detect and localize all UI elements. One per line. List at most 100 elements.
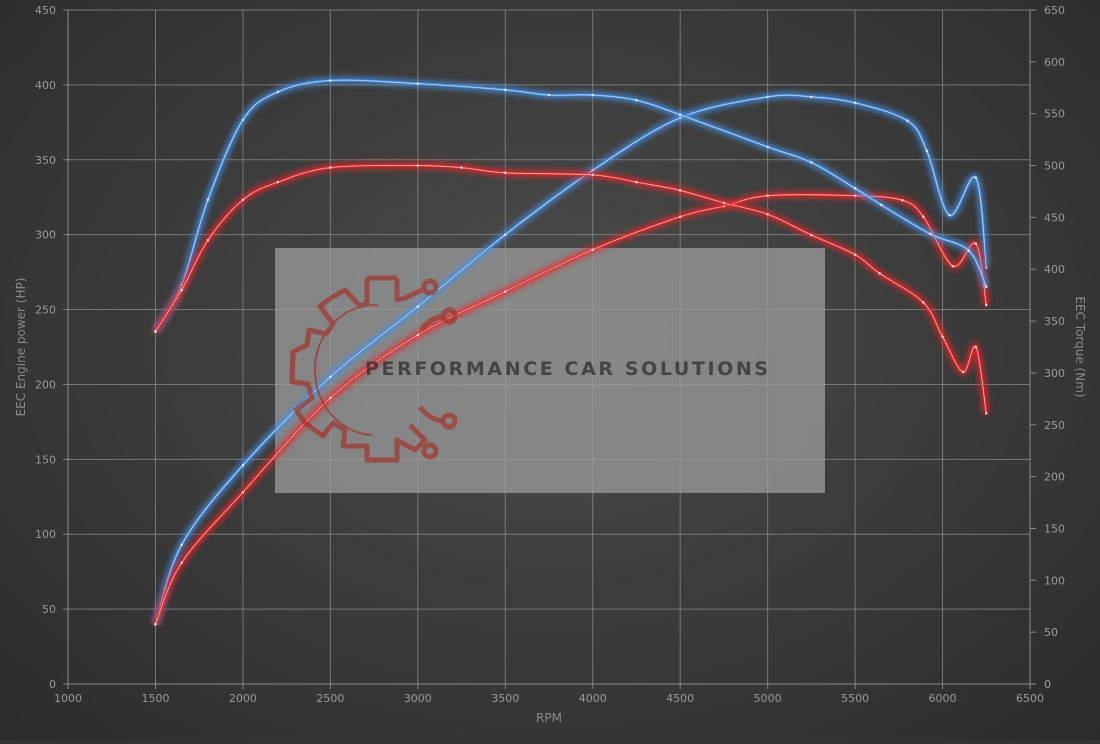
x-tick-label: 3000 bbox=[404, 692, 432, 705]
data-point bbox=[678, 113, 682, 117]
data-point bbox=[853, 194, 857, 198]
data-point bbox=[180, 561, 183, 564]
y-left-tick-label: 400 bbox=[35, 79, 56, 92]
y-left-tick-label: 50 bbox=[42, 603, 56, 616]
data-point bbox=[329, 166, 332, 169]
data-point bbox=[974, 345, 978, 349]
data-point bbox=[678, 189, 682, 192]
series-red-torque bbox=[152, 161, 990, 415]
data-point bbox=[416, 164, 420, 167]
data-point bbox=[416, 305, 420, 308]
series-red-power bbox=[152, 191, 990, 626]
y-right-tick-label: 550 bbox=[1044, 108, 1065, 121]
y-right-tick-label: 300 bbox=[1044, 367, 1065, 380]
y-left-tick-label: 200 bbox=[35, 378, 56, 391]
y-left-tick-label: 250 bbox=[35, 304, 56, 317]
series-layer bbox=[152, 76, 990, 626]
x-tick-label: 2000 bbox=[229, 692, 257, 705]
y-left-tick-label: 100 bbox=[35, 528, 56, 541]
x-axis-label: RPM bbox=[536, 711, 562, 725]
data-point bbox=[180, 288, 183, 292]
x-tick-label: 6500 bbox=[1016, 692, 1044, 705]
data-point bbox=[974, 176, 978, 180]
y-right-tick-label: 400 bbox=[1044, 263, 1065, 276]
y-left-tick-label: 150 bbox=[35, 453, 56, 466]
data-point bbox=[276, 90, 280, 94]
data-point bbox=[925, 149, 929, 153]
data-point bbox=[901, 198, 904, 202]
data-point bbox=[591, 93, 595, 97]
data-point bbox=[154, 622, 157, 626]
data-point bbox=[503, 233, 507, 236]
data-point bbox=[460, 166, 463, 169]
data-point bbox=[722, 201, 726, 205]
y-right-tick-label: 500 bbox=[1044, 160, 1065, 173]
x-tick-label: 4500 bbox=[666, 692, 694, 705]
y-right-tick-label: 100 bbox=[1044, 574, 1065, 587]
data-point bbox=[241, 464, 245, 467]
data-point bbox=[154, 330, 157, 333]
data-point bbox=[984, 303, 988, 307]
data-point bbox=[276, 180, 280, 184]
data-point bbox=[503, 171, 507, 175]
data-point bbox=[922, 215, 925, 218]
data-point bbox=[984, 412, 988, 415]
data-point bbox=[853, 253, 857, 257]
data-point bbox=[878, 272, 881, 275]
data-point bbox=[984, 285, 988, 289]
data-point bbox=[929, 232, 932, 236]
data-point bbox=[416, 82, 420, 85]
x-tick-label: 5500 bbox=[841, 692, 869, 705]
y-left-tick-label: 450 bbox=[35, 4, 56, 17]
x-tick-label: 2500 bbox=[316, 692, 344, 705]
x-tick-label: 3500 bbox=[491, 692, 519, 705]
series-blue-torque bbox=[152, 76, 990, 334]
data-point bbox=[416, 333, 420, 337]
y-right-tick-label: 250 bbox=[1044, 419, 1065, 432]
data-point bbox=[810, 95, 813, 99]
data-point bbox=[591, 168, 595, 172]
data-point bbox=[961, 370, 965, 374]
series-highlight bbox=[155, 194, 987, 625]
data-point bbox=[547, 93, 551, 97]
data-point bbox=[948, 213, 951, 217]
data-point bbox=[810, 161, 813, 164]
data-point bbox=[766, 194, 769, 198]
y-left-tick-label: 350 bbox=[35, 154, 56, 167]
x-tick-label: 6000 bbox=[929, 692, 957, 705]
data-point bbox=[967, 249, 971, 252]
y-axis-right-label: EEC Torque (Nm) bbox=[1073, 296, 1087, 397]
data-point bbox=[503, 88, 507, 92]
data-point bbox=[766, 95, 769, 99]
data-point bbox=[951, 264, 955, 268]
data-point bbox=[180, 543, 183, 547]
y-right-tick-label: 150 bbox=[1044, 522, 1065, 535]
y-left-tick-label: 0 bbox=[49, 678, 56, 691]
series-blue-power bbox=[152, 91, 990, 626]
series-highlight bbox=[155, 165, 987, 414]
data-point bbox=[922, 301, 925, 304]
data-point bbox=[678, 215, 682, 218]
data-point bbox=[853, 101, 857, 105]
y-right-tick-label: 450 bbox=[1044, 211, 1065, 224]
tick-labels: 1000 1500 2000 2500 3000 3500 4000 4500 5000 5500… bbox=[35, 4, 1065, 705]
y-right-tick-label: 350 bbox=[1044, 315, 1065, 328]
data-point bbox=[810, 233, 813, 237]
y-left-tick-label: 300 bbox=[35, 229, 56, 242]
data-point bbox=[974, 242, 978, 245]
data-point bbox=[766, 145, 769, 149]
y-right-tick-label: 600 bbox=[1044, 56, 1065, 69]
series-highlight bbox=[155, 94, 987, 625]
data-point bbox=[853, 187, 857, 190]
data-point bbox=[906, 119, 909, 123]
data-point bbox=[329, 396, 332, 400]
data-point bbox=[941, 335, 944, 338]
data-point bbox=[880, 203, 883, 207]
data-point bbox=[766, 212, 769, 216]
y-right-tick-label: 650 bbox=[1044, 4, 1065, 17]
watermark-brand-text: PERFORMANCE CAR SOLUTIONS bbox=[365, 358, 771, 380]
data-point bbox=[206, 238, 210, 242]
data-point bbox=[329, 79, 332, 82]
